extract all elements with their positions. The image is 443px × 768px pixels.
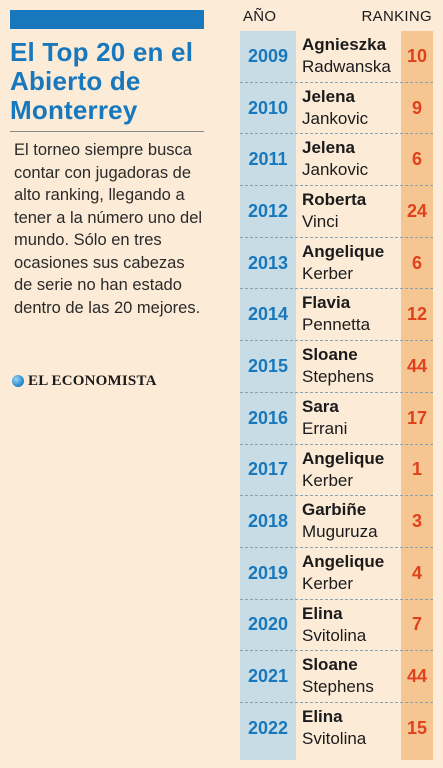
year-cell: 2012 <box>247 200 289 221</box>
ranking-cell: 4 <box>411 562 422 583</box>
year-cell: 2018 <box>247 511 289 532</box>
year-cell: 2021 <box>247 666 289 687</box>
player-last-name: Stephens <box>302 367 374 387</box>
ranking-cell: 15 <box>406 718 428 739</box>
ranking-cell: 24 <box>406 200 428 221</box>
player-name: Garbiñe Muguruza <box>302 499 402 543</box>
year-cell: 2019 <box>247 562 289 583</box>
player-name: Sara Errani <box>302 396 402 440</box>
player-name: Elina Svitolina <box>302 706 402 750</box>
player-first-name: Angelique <box>302 448 385 468</box>
table-row: 2020 Elina Svitolina 7 <box>240 600 433 652</box>
ranking-cell: 12 <box>406 304 428 325</box>
player-first-name: Angelique <box>302 551 385 571</box>
player-name: Sloane Stephens <box>302 344 402 388</box>
table-row: 2018 Garbiñe Muguruza 3 <box>240 496 433 548</box>
player-last-name: Svitolina <box>302 728 367 748</box>
player-last-name: Svitolina <box>302 625 367 645</box>
player-last-name: Jankovic <box>302 108 369 128</box>
ranking-cell: 10 <box>406 45 428 66</box>
player-last-name: Kerber <box>302 470 354 490</box>
ranking-cell: 44 <box>406 666 428 687</box>
globe-icon <box>12 375 24 387</box>
player-name: Elina Svitolina <box>302 603 402 647</box>
player-first-name: Garbiñe <box>302 500 367 520</box>
table-row: 2022 Elina Svitolina 15 <box>240 703 433 755</box>
player-first-name: Flavia <box>302 293 351 313</box>
player-last-name: Pennetta <box>302 315 371 335</box>
player-first-name: Jelena <box>302 86 355 106</box>
year-cell: 2013 <box>247 252 289 273</box>
header-accent-bar <box>10 10 204 29</box>
player-first-name: Agnieszka <box>302 35 387 54</box>
ranking-cell: 6 <box>411 252 422 273</box>
description-text: El torneo siempre busca contar con jugad… <box>14 141 203 317</box>
table-row: 2015 Sloane Stephens 44 <box>240 341 433 393</box>
divider <box>10 131 204 132</box>
player-name: Angelique Kerber <box>302 551 402 595</box>
player-last-name: Muguruza <box>302 522 378 542</box>
player-first-name: Roberta <box>302 190 367 210</box>
player-first-name: Angelique <box>302 241 385 261</box>
year-cell: 2010 <box>247 97 289 118</box>
player-name: Agnieszka Radwanska <box>302 34 402 78</box>
year-cell: 2016 <box>247 407 289 428</box>
player-name: Angelique Kerber <box>302 241 402 285</box>
table-row: 2017 Angelique Kerber 1 <box>240 445 433 497</box>
year-column-background <box>240 31 296 760</box>
player-name: Jelena Jankovic <box>302 137 402 181</box>
ranking-cell: 7 <box>411 614 422 635</box>
player-last-name: Kerber <box>302 573 354 593</box>
player-last-name: Errani <box>302 418 348 438</box>
year-cell: 2017 <box>247 459 289 480</box>
player-last-name: Kerber <box>302 263 354 283</box>
year-cell: 2011 <box>248 149 288 170</box>
year-cell: 2014 <box>247 304 289 325</box>
player-last-name: Stephens <box>302 677 374 697</box>
page-title: El Top 20 en el Abierto de Monterrey <box>10 37 194 125</box>
brand-logo: EL ECONOMISTA <box>12 372 157 390</box>
player-name: Angelique Kerber <box>302 448 402 492</box>
player-last-name: Radwanska <box>302 57 391 76</box>
year-cell: 2015 <box>247 355 289 376</box>
table-row: 2011 Jelena Jankovic 6 <box>240 134 433 187</box>
year-header: AÑO <box>243 8 277 25</box>
table-row: 2013 Angelique Kerber 6 <box>240 238 433 290</box>
ranking-cell: 3 <box>411 511 422 532</box>
player-first-name: Sloane <box>302 655 358 675</box>
player-name: Flavia Pennetta <box>302 292 402 336</box>
table-row: 2010 Jelena Jankovic 9 <box>240 83 433 135</box>
table-row: 2012 Roberta Vinci 24 <box>240 186 433 238</box>
player-first-name: Elina <box>302 603 343 623</box>
player-name: Sloane Stephens <box>302 654 402 698</box>
ranking-cell: 17 <box>406 407 428 428</box>
player-first-name: Sara <box>302 396 339 416</box>
table-row: 2021 Sloane Stephens 44 <box>240 651 433 703</box>
player-last-name: Jankovic <box>302 160 369 180</box>
player-last-name: Vinci <box>302 212 339 232</box>
player-first-name: Sloane <box>302 345 358 365</box>
ranking-cell: 44 <box>406 355 428 376</box>
table-row: 2014 Flavia Pennetta 12 <box>240 289 433 342</box>
player-first-name: Jelena <box>302 138 355 158</box>
player-name: Roberta Vinci <box>302 189 402 233</box>
player-first-name: Elina <box>302 706 343 726</box>
year-cell: 2020 <box>247 614 289 635</box>
ranking-cell: 1 <box>411 459 422 480</box>
year-cell: 2022 <box>247 718 289 739</box>
brand-name: EL ECONOMISTA <box>28 372 157 389</box>
ranking-cell: 9 <box>411 97 422 118</box>
ranking-header: RANKING <box>361 8 432 25</box>
ranking-table: 2009 Agnieszka Radwanska 10 2010 Jelena Jankov… <box>240 31 433 755</box>
table-row: 2009 Agnieszka Radwanska 10 <box>240 31 433 83</box>
ranking-cell: 6 <box>411 149 422 170</box>
player-name: Jelena Jankovic <box>302 86 402 130</box>
table-row: 2016 Sara Errani 17 <box>240 393 433 445</box>
table-row: 2019 Angelique Kerber 4 <box>240 548 433 600</box>
left-panel: El Top 20 en el Abierto de Monterrey El … <box>0 0 215 768</box>
ranking-column-background <box>401 31 433 760</box>
year-cell: 2009 <box>247 45 289 66</box>
